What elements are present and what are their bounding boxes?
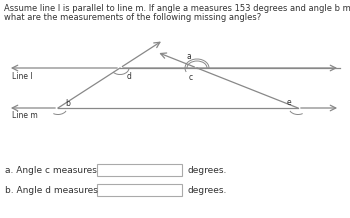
Text: a: a [187,51,191,61]
FancyBboxPatch shape [97,184,182,196]
Text: what are the measurements of the following missing angles?: what are the measurements of the followi… [4,13,261,22]
Text: Line m: Line m [12,111,38,120]
FancyBboxPatch shape [97,164,182,176]
Text: b. Angle d measures: b. Angle d measures [5,186,98,194]
Text: degrees.: degrees. [187,165,226,174]
Text: a. Angle c measures: a. Angle c measures [5,165,97,174]
Text: degrees.: degrees. [187,186,226,194]
Text: Line l: Line l [12,72,33,81]
Text: b: b [65,99,70,107]
Text: Assume line l is parallel to line m. If angle a measures 153 degrees and angle b: Assume line l is parallel to line m. If … [4,4,350,13]
Text: d: d [127,72,132,80]
Text: c: c [189,73,193,82]
Text: e: e [287,97,291,107]
